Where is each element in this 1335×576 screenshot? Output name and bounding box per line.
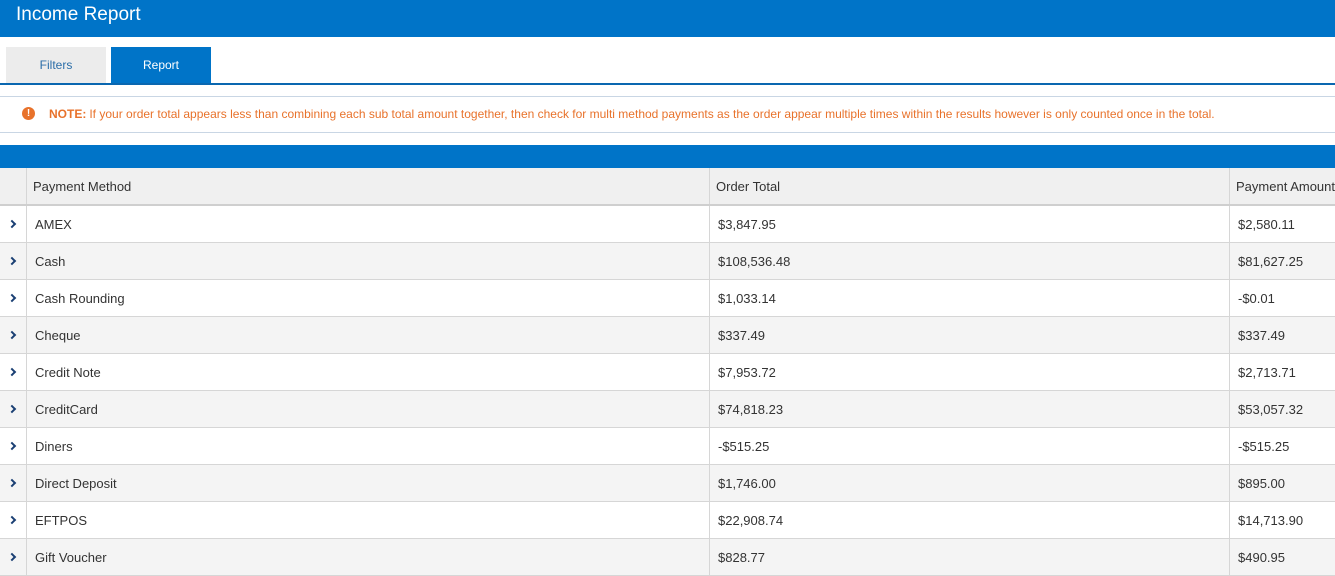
payment-amount-cell: $14,713.90 bbox=[1238, 512, 1304, 528]
table-row: Gift Voucher $828.77 $490.95 bbox=[0, 539, 1335, 576]
chevron-right-icon bbox=[7, 293, 16, 303]
payment-amount-cell: $337.49 bbox=[1238, 327, 1285, 343]
chevron-right-icon bbox=[7, 256, 16, 266]
order-total-cell: $828.77 bbox=[710, 539, 1230, 575]
expand-row-button[interactable] bbox=[0, 280, 27, 316]
table-row: Direct Deposit $1,746.00 $895.00 bbox=[0, 465, 1335, 502]
expand-row-button[interactable] bbox=[0, 539, 27, 575]
column-header-order-total[interactable]: Order Total bbox=[710, 168, 1230, 204]
payment-method-cell: Diners bbox=[27, 428, 710, 464]
payment-amount-cell: -$515.25 bbox=[1238, 438, 1290, 454]
payment-method-cell: Cash bbox=[27, 243, 710, 279]
chevron-right-icon bbox=[7, 404, 16, 414]
order-total-cell: $1,746.00 bbox=[710, 465, 1230, 501]
table-row: Credit Note $7,953.72 $2,713.71 bbox=[0, 354, 1335, 391]
payment-amount-cell: $81,627.25 bbox=[1238, 253, 1304, 269]
expand-column-header bbox=[0, 168, 27, 204]
column-header-payment-method[interactable]: Payment Method bbox=[27, 168, 710, 204]
expand-row-button[interactable] bbox=[0, 206, 27, 242]
window-title: Income Report bbox=[0, 0, 1335, 37]
payment-method-cell: Cheque bbox=[27, 317, 710, 353]
payment-amount-cell: $2,713.71 bbox=[1238, 364, 1296, 380]
note-label: NOTE: bbox=[49, 107, 87, 121]
order-total-cell: $74,818.23 bbox=[710, 391, 1230, 427]
tab-report[interactable]: Report bbox=[111, 47, 211, 83]
payment-grid: Payment Method Order Total Payment Amoun… bbox=[0, 168, 1335, 576]
chevron-right-icon bbox=[7, 478, 16, 488]
grid-header-row: Payment Method Order Total Payment Amoun… bbox=[0, 168, 1335, 206]
column-header-payment-amount[interactable]: Payment Amount bbox=[1236, 178, 1335, 194]
payment-method-cell: Direct Deposit bbox=[27, 465, 710, 501]
expand-row-button[interactable] bbox=[0, 391, 27, 427]
table-row: Diners -$515.25 -$515.25 bbox=[0, 428, 1335, 465]
payment-method-cell: EFTPOS bbox=[27, 502, 710, 538]
exclamation-circle-icon: ! bbox=[22, 107, 35, 121]
table-row: CreditCard $74,818.23 $53,057.32 bbox=[0, 391, 1335, 428]
chevron-right-icon bbox=[7, 515, 16, 525]
note-text: If your order total appears less than co… bbox=[89, 107, 1215, 121]
payment-method-cell: Credit Note bbox=[27, 354, 710, 390]
order-total-cell: $337.49 bbox=[710, 317, 1230, 353]
tab-bar: Filters Report bbox=[0, 37, 1335, 85]
order-total-cell: $1,033.14 bbox=[710, 280, 1230, 316]
expand-row-button[interactable] bbox=[0, 243, 27, 279]
payment-amount-cell: $2,580.11 bbox=[1238, 216, 1295, 232]
chevron-right-icon bbox=[7, 219, 16, 229]
payment-method-cell: Gift Voucher bbox=[27, 539, 710, 575]
order-total-cell: $7,953.72 bbox=[710, 354, 1230, 390]
payment-method-cell: CreditCard bbox=[27, 391, 710, 427]
table-row: Cash $108,536.48 $81,627.25 bbox=[0, 243, 1335, 280]
expand-row-button[interactable] bbox=[0, 317, 27, 353]
chevron-right-icon bbox=[7, 552, 16, 562]
payment-method-cell: Cash Rounding bbox=[27, 280, 710, 316]
table-row: Cash Rounding $1,033.14 -$0.01 bbox=[0, 280, 1335, 317]
table-row: Cheque $337.49 $337.49 bbox=[0, 317, 1335, 354]
table-row: EFTPOS $22,908.74 $14,713.90 bbox=[0, 502, 1335, 539]
order-total-cell: $22,908.74 bbox=[710, 502, 1230, 538]
chevron-right-icon bbox=[7, 367, 16, 377]
expand-row-button[interactable] bbox=[0, 465, 27, 501]
payment-amount-cell: -$0.01 bbox=[1238, 290, 1275, 306]
payment-amount-cell: $53,057.32 bbox=[1238, 401, 1304, 417]
table-row: AMEX $3,847.95 $2,580.11 bbox=[0, 206, 1335, 243]
chevron-right-icon bbox=[7, 441, 16, 451]
grid-group-bar bbox=[0, 145, 1335, 168]
order-total-cell: $3,847.95 bbox=[710, 206, 1230, 242]
note-banner: ! NOTE: If your order total appears less t… bbox=[0, 96, 1335, 133]
expand-row-button[interactable] bbox=[0, 428, 27, 464]
order-total-cell: -$515.25 bbox=[710, 428, 1230, 464]
payment-amount-cell: $895.00 bbox=[1238, 475, 1285, 491]
payment-amount-cell: $490.95 bbox=[1238, 549, 1285, 565]
tab-filters[interactable]: Filters bbox=[6, 47, 106, 83]
expand-row-button[interactable] bbox=[0, 354, 27, 390]
expand-row-button[interactable] bbox=[0, 502, 27, 538]
payment-method-cell: AMEX bbox=[27, 206, 710, 242]
order-total-cell: $108,536.48 bbox=[710, 243, 1230, 279]
chevron-right-icon bbox=[7, 330, 16, 340]
